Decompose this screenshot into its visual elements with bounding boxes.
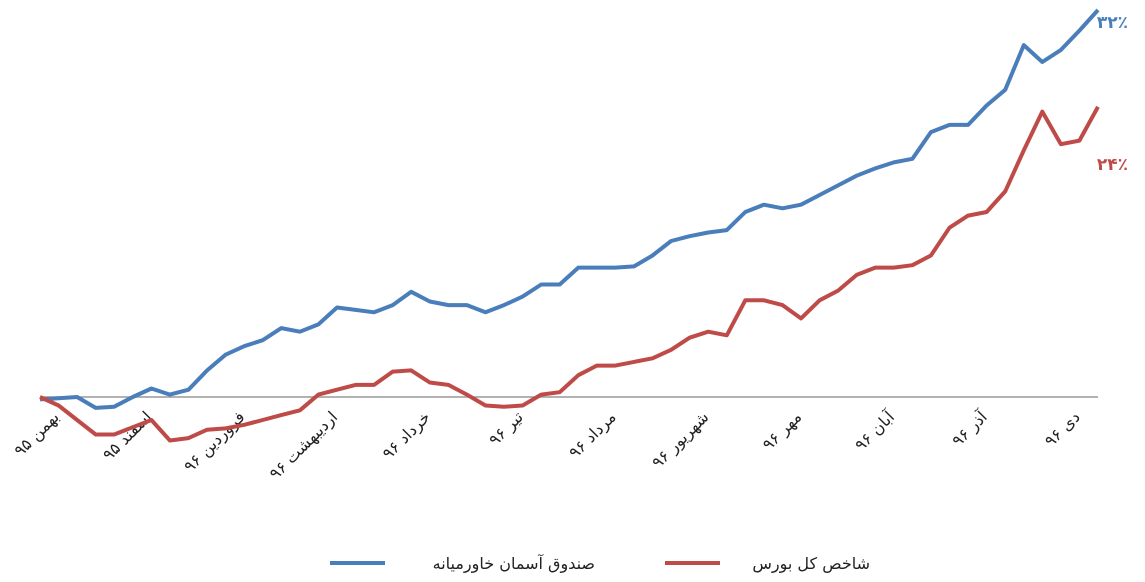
x-tick-label: فروردین ۹۶	[180, 407, 249, 476]
legend-label: صندوق آسمان خاورمیانه	[433, 554, 595, 574]
end-label: ۲۴٪	[1097, 155, 1128, 175]
legend-label: شاخص کل بورس	[752, 554, 870, 574]
x-tick-label: تیر ۹۶	[485, 407, 528, 450]
x-tick-label: شهریور ۹۶	[648, 407, 713, 472]
end-label: ۳۲٪	[1097, 13, 1128, 33]
x-tick-label: مهر ۹۶	[759, 407, 806, 454]
x-tick-label: دی ۹۶	[1041, 407, 1084, 450]
series-line	[39, 8, 1100, 410]
x-tick-label: بهمن ۹۵	[10, 407, 63, 460]
series-line	[39, 105, 1100, 443]
x-tick-label: آبان ۹۶	[851, 406, 899, 454]
x-tick-label: مرداد ۹۶	[565, 407, 620, 462]
x-tick-label: آذر ۹۶	[948, 406, 993, 451]
x-tick-label: خرداد ۹۶	[378, 407, 434, 463]
x-tick-label: اردیبهشت ۹۶	[265, 407, 342, 484]
